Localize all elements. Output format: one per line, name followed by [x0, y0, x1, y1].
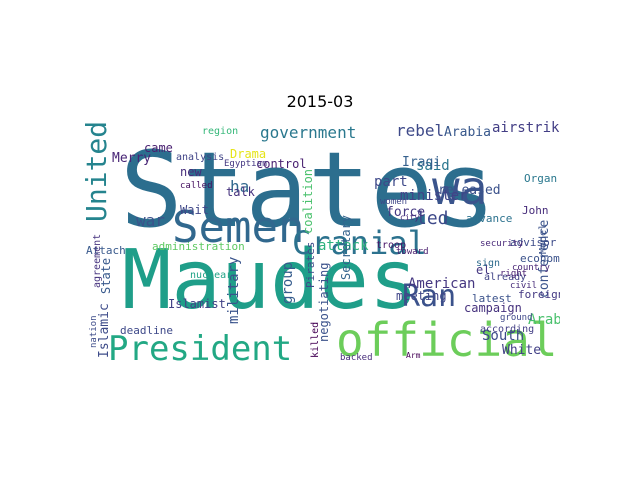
word-el: el — [476, 263, 490, 277]
word-agreement: agreement — [92, 234, 103, 288]
word-president: President — [108, 329, 292, 364]
word-latest: latest — [472, 292, 512, 305]
word-deadline: deadline — [120, 324, 173, 337]
word-came: came — [144, 141, 173, 155]
word-toward: toward — [396, 247, 429, 257]
word-islamist: Islamist — [168, 297, 226, 311]
word-states: States — [120, 129, 496, 251]
word-united: United — [80, 121, 113, 222]
word-conference: conference — [537, 220, 552, 298]
word-group: group — [280, 262, 296, 304]
word-wa: wa — [432, 161, 487, 215]
word-backed: backed — [340, 353, 373, 363]
word-security: security — [480, 239, 524, 249]
word-rebel: rebel — [396, 121, 444, 140]
word-war: war — [136, 211, 165, 230]
word-right: right — [500, 269, 527, 279]
word-john: John — [522, 204, 549, 217]
word-women: women — [380, 197, 407, 207]
word-led: led — [416, 208, 449, 229]
word-wait: Wait — [180, 203, 209, 217]
word-advisor: advisor — [510, 236, 557, 249]
word-semen: Semen — [172, 202, 304, 253]
word-pirates: Pirates — [304, 242, 317, 288]
word-egyptian: Egyptian — [224, 159, 267, 169]
word-ran: Ran — [402, 279, 456, 314]
word-new: new — [180, 165, 202, 179]
word-meeting: meeting — [396, 289, 447, 303]
word-arm: Arm — [406, 351, 421, 360]
word-official: official — [336, 313, 558, 364]
word-said: said — [416, 158, 450, 174]
word-state: State — [99, 258, 113, 294]
word-maudes: Maudes — [122, 233, 418, 328]
word-ground: ground — [500, 313, 533, 323]
word-part: part — [374, 174, 408, 190]
word-government: government — [260, 123, 356, 142]
word-ha: ha — [230, 177, 249, 196]
word-already: already — [484, 272, 526, 283]
word-secretary: Secretary — [339, 215, 353, 280]
word-nuclear: nuclear — [190, 270, 232, 281]
word-drama: Drama — [230, 147, 266, 161]
word-civil: civil — [510, 281, 537, 291]
word-country: country — [512, 263, 551, 273]
word-advance: advance — [466, 212, 512, 225]
chart-title: 2015-03 — [286, 92, 354, 111]
word-coalition: coalition — [301, 169, 315, 234]
word-airstrikes: airstrikes — [492, 120, 560, 136]
word-model: Model — [538, 224, 549, 254]
word-according: according — [480, 324, 534, 335]
word-cloud-background — [80, 118, 560, 364]
word-foreign: foreign — [518, 288, 560, 301]
word-attach: Attach — [86, 244, 126, 257]
word-region: region — [202, 126, 238, 137]
word-killed: killed — [310, 322, 321, 358]
word-nation: nation — [89, 315, 99, 348]
word-called: called — [180, 181, 213, 191]
word-talk: talk — [226, 185, 256, 199]
word-analysis: analysis — [176, 152, 224, 163]
word-arab: Arab — [528, 312, 560, 328]
word-economic: economic — [520, 252, 560, 265]
word-troop: troop — [376, 240, 406, 251]
word-control: control — [256, 157, 307, 171]
word-islamic: Islamic — [97, 303, 112, 358]
word-campaign: campaign — [464, 301, 522, 315]
word-force: force — [386, 205, 425, 220]
word-city: city — [400, 213, 419, 222]
word-south: South — [482, 328, 524, 344]
word-attack: attack — [318, 238, 369, 254]
word-organ: Organ — [524, 172, 557, 185]
word-cranial: Cranial — [292, 224, 427, 262]
word-administration: administration — [152, 240, 245, 253]
word-iraqi: Iraqi — [402, 155, 441, 170]
word-merry: Merry — [112, 151, 151, 166]
word-arabia: Arabia — [444, 125, 491, 140]
word-white: White — [502, 343, 541, 358]
word-minister: minister — [400, 188, 467, 204]
word-released: released — [438, 183, 501, 198]
word-negotiating: negotiating — [317, 263, 331, 342]
word-sign: sign — [476, 258, 500, 269]
word-military: military — [226, 257, 242, 324]
word-american: American — [408, 276, 475, 292]
